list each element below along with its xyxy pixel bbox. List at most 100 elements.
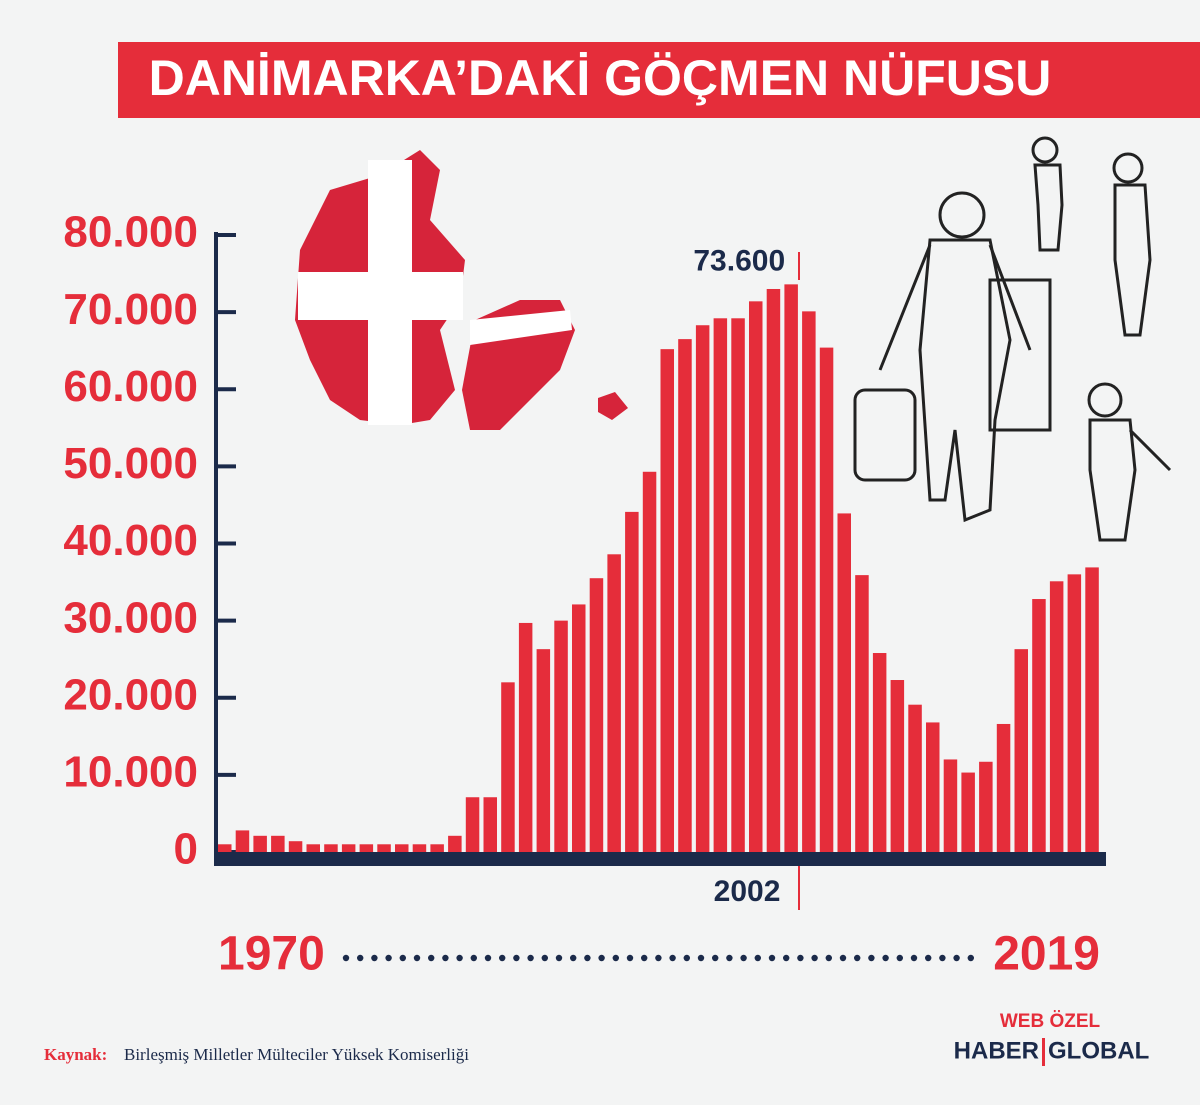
bar (253, 835, 267, 852)
bar (412, 844, 427, 852)
bar (271, 835, 285, 852)
timeline-dot (939, 954, 946, 962)
timeline-dot (470, 954, 477, 962)
bar (802, 311, 816, 852)
timeline-dot (527, 954, 534, 962)
timeline-dot (825, 954, 832, 962)
bar (448, 835, 462, 852)
timeline-dot (342, 954, 350, 962)
timeline-dot (967, 954, 974, 962)
timeline-dot (584, 954, 591, 962)
timeline-dot (371, 954, 378, 962)
bar (837, 513, 851, 852)
bar (572, 604, 586, 852)
bar (218, 844, 232, 852)
bar (306, 844, 320, 852)
timeline-dot (868, 954, 875, 962)
bar (235, 830, 250, 852)
y-tick-label: 0 (174, 825, 198, 874)
bar (1085, 567, 1099, 852)
timeline-dot (428, 954, 435, 962)
bar (1067, 574, 1082, 852)
timeline-dot (669, 954, 676, 962)
y-tick-label: 60.000 (63, 362, 198, 411)
timeline-dot (839, 954, 847, 962)
timeline-dot (570, 954, 577, 962)
bar (890, 680, 905, 852)
x-tick-label: 2019 (993, 928, 1100, 981)
timeline-dot (683, 954, 690, 962)
bar (819, 347, 834, 852)
timeline-dot (925, 954, 932, 962)
bar (359, 844, 374, 852)
bar (695, 325, 710, 853)
map-illustration (295, 150, 628, 430)
timeline-dot (499, 954, 506, 962)
timeline-dot (513, 954, 520, 962)
x-tick-label: 2002 (714, 875, 781, 908)
brand-name: GLOBAL (1048, 1037, 1149, 1064)
bar (324, 844, 338, 852)
bar (554, 620, 568, 852)
bar (749, 301, 763, 852)
bar (288, 841, 303, 852)
people-illustration (853, 136, 1172, 542)
bar (465, 797, 480, 852)
y-tick-label: 80.000 (63, 208, 198, 257)
bar (625, 511, 639, 852)
bar (501, 682, 515, 852)
timeline-dot (413, 954, 421, 962)
timeline-dot (797, 954, 804, 962)
bar (607, 554, 621, 852)
y-tick-label: 20.000 (63, 670, 198, 719)
timeline-dot (655, 954, 662, 962)
bar (536, 649, 551, 852)
bar (872, 653, 887, 852)
bar (1032, 599, 1046, 852)
brand-name: HABER (954, 1037, 1039, 1064)
timeline-dot (442, 954, 449, 962)
timeline-dot (357, 954, 364, 962)
timeline-dot (910, 954, 918, 962)
bar (908, 704, 922, 852)
data-label: 73.600 (693, 244, 785, 277)
y-tick-label: 50.000 (63, 439, 198, 488)
timeline-dot (854, 954, 861, 962)
chart-title: DANİMARKA’DAKİ GÖÇMEN NÜFUSU (149, 50, 1052, 106)
timeline-dot (896, 954, 903, 962)
timeline-dot (726, 954, 733, 962)
timeline-dot (882, 954, 889, 962)
bar (961, 772, 975, 852)
bar (483, 797, 497, 852)
timeline-dot (641, 954, 648, 962)
bar (1014, 649, 1028, 852)
bar (713, 318, 728, 852)
bar (979, 761, 993, 852)
timeline-dot (712, 954, 719, 962)
bar (731, 318, 745, 852)
source-label: Kaynak: (44, 1045, 107, 1064)
bar (430, 844, 444, 852)
timeline-dot (612, 954, 619, 962)
brand-divider (1042, 1038, 1045, 1066)
bar (926, 722, 940, 852)
bar (678, 339, 692, 852)
timeline-dot (768, 954, 776, 962)
y-tick-label: 40.000 (63, 516, 198, 565)
timeline-dots (342, 954, 974, 962)
y-tick-label: 30.000 (63, 593, 198, 642)
brand-tag: WEB ÖZEL (1000, 1011, 1101, 1032)
source-text: Birleşmiş Milletler Mülteciler Yüksek Ko… (124, 1045, 469, 1064)
bar (642, 471, 657, 852)
bar (1049, 581, 1064, 852)
timeline-dot (740, 954, 747, 962)
timeline-dot (555, 954, 563, 962)
timeline-dot (811, 954, 818, 962)
bar (589, 578, 604, 852)
y-tick-label: 10.000 (63, 748, 198, 797)
bar (660, 349, 674, 852)
title-band (118, 42, 1200, 118)
bar (784, 284, 798, 852)
